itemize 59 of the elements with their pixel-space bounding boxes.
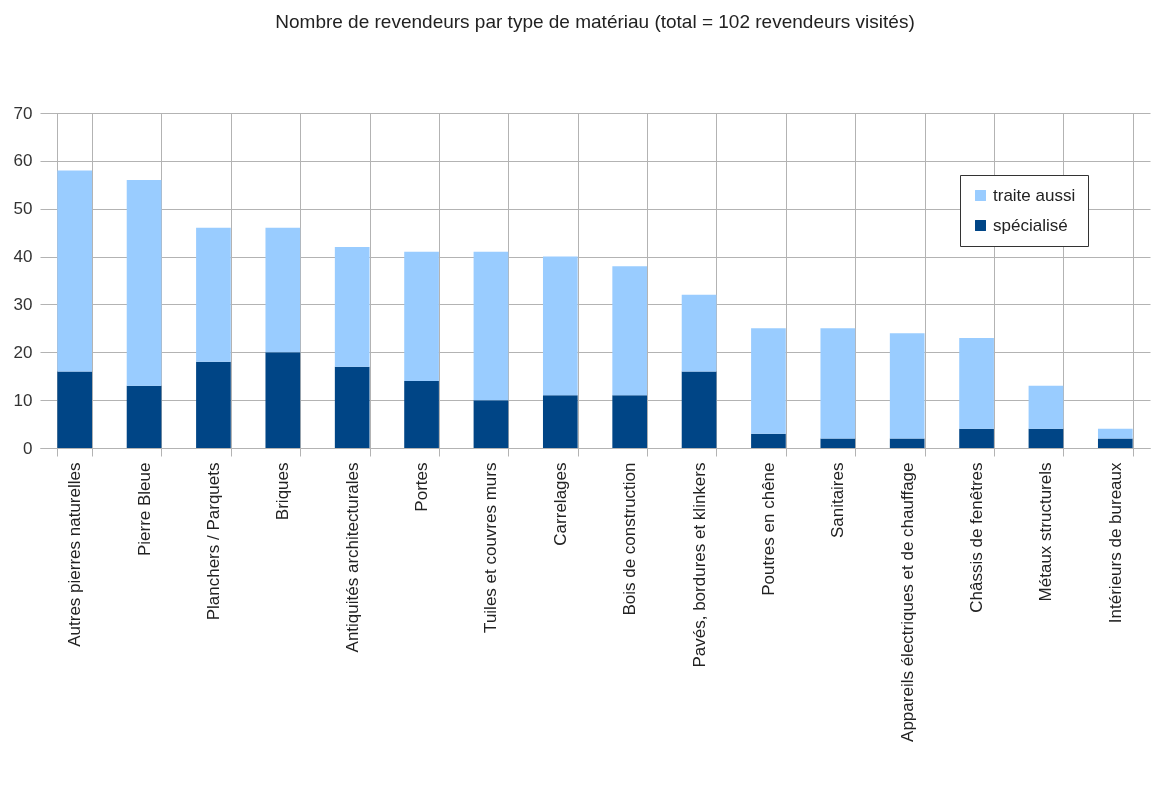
x-tick-label: Carrelages [550,462,570,546]
x-tick-label: Bois de construction [620,462,640,616]
bar [751,433,786,448]
x-tick-label: Métaux structurels [1036,462,1056,602]
bar [473,251,509,401]
bar [1028,385,1064,429]
y-tick-label: 60 [13,151,33,171]
bar [126,385,162,448]
y-tick-label: 70 [13,103,33,123]
bar [57,371,93,448]
bar [542,395,578,448]
bar [57,170,93,372]
bar [889,333,925,439]
bar [334,366,370,448]
y-tick-label: 40 [13,247,33,267]
x-tick-label: Pavés, bordures et klinkers [689,462,709,668]
bar [196,361,231,448]
x-tick-label: Sanitaires [828,462,848,539]
x-tick-label: Planchers / Parquets [203,462,223,621]
bar [196,227,231,362]
bar [1097,428,1133,439]
chart-title: Nombre de revendeurs par type de matériau (total = 102 revendeurs visités) [275,11,915,32]
x-tick-label: Antiquités architecturales [342,462,362,653]
bar [959,337,994,429]
bar [820,328,856,439]
y-tick-label: 30 [13,294,33,314]
y-tick-label: 0 [23,438,33,458]
bar [334,247,370,367]
y-tick-label: 10 [13,390,33,410]
x-tick-label: Intérieurs de bureaux [1105,462,1125,624]
bar [126,180,162,386]
x-tick-label: Poutres en chêne [758,462,778,596]
bar [265,352,301,448]
bar [1097,438,1133,448]
bar [681,294,717,372]
y-tick-label: 20 [13,342,33,362]
bar [681,371,717,448]
bar [542,256,578,396]
bar [404,251,439,381]
x-tick-label: Tuiles et couvres murs [481,462,501,633]
x-tick-label: Portes [412,462,432,512]
legend-label: spécialisé [993,215,1068,235]
bar [404,381,439,448]
x-tick-label: Châssis de fenêtres [967,462,987,613]
x-tick-label: Pierre Bleue [134,462,154,557]
bar [1028,428,1064,448]
x-tick-label: Appareils électriques et de chauffage [897,462,917,742]
bar [959,428,994,448]
bar [473,400,509,448]
legend-label: traite aussi [993,185,1076,205]
y-tick-label: 50 [13,199,33,219]
bar [751,328,786,434]
bar [612,395,648,448]
bar [889,438,925,448]
bar [265,227,301,353]
x-tick-label: Autres pierres naturelles [65,462,85,647]
x-tick-label: Briques [273,462,293,521]
bar [820,438,856,448]
bar [612,266,648,396]
